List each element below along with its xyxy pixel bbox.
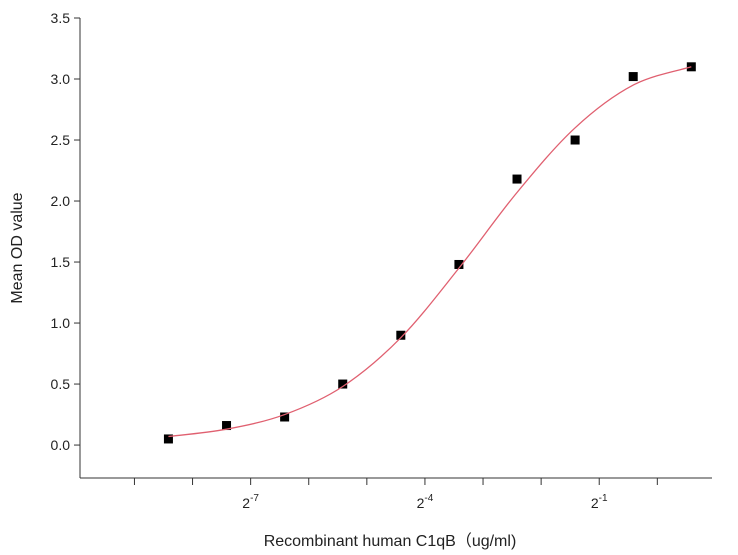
data-point <box>163 434 173 444</box>
x-tick-label: 2-7 <box>242 493 259 511</box>
y-tick-label: 2.0 <box>51 193 71 209</box>
y-tick-label: 3.0 <box>51 71 71 87</box>
fit-curve <box>168 66 692 438</box>
y-tick-label: 2.5 <box>51 132 71 148</box>
data-point <box>338 379 348 389</box>
x-tick-exponent: -4 <box>424 493 433 504</box>
x-tick-base: 2 <box>242 495 250 511</box>
y-tick-label: 0.5 <box>51 376 71 392</box>
y-tick-label: 1.5 <box>51 254 71 270</box>
y-tick-label: 3.5 <box>51 10 71 26</box>
data-point <box>222 421 232 431</box>
data-point <box>628 72 638 82</box>
data-point <box>454 259 464 269</box>
data-point <box>396 330 406 340</box>
data-point <box>512 174 522 184</box>
x-tick-label: 2-1 <box>591 493 608 511</box>
x-tick-base: 2 <box>591 495 599 511</box>
x-axis-label: Recombinant human C1qB（ug/ml) <box>264 532 517 550</box>
x-tick-exponent: -7 <box>250 493 259 504</box>
x-tick-label: 2-4 <box>417 493 434 511</box>
x-tick-base: 2 <box>417 495 425 511</box>
y-tick-label: 1.0 <box>51 315 71 331</box>
y-tick-label: 0.0 <box>51 437 71 453</box>
data-point <box>280 412 290 422</box>
x-tick-exponent: -1 <box>599 493 608 504</box>
y-axis-label: Mean OD value <box>9 192 26 303</box>
data-point <box>570 135 580 145</box>
